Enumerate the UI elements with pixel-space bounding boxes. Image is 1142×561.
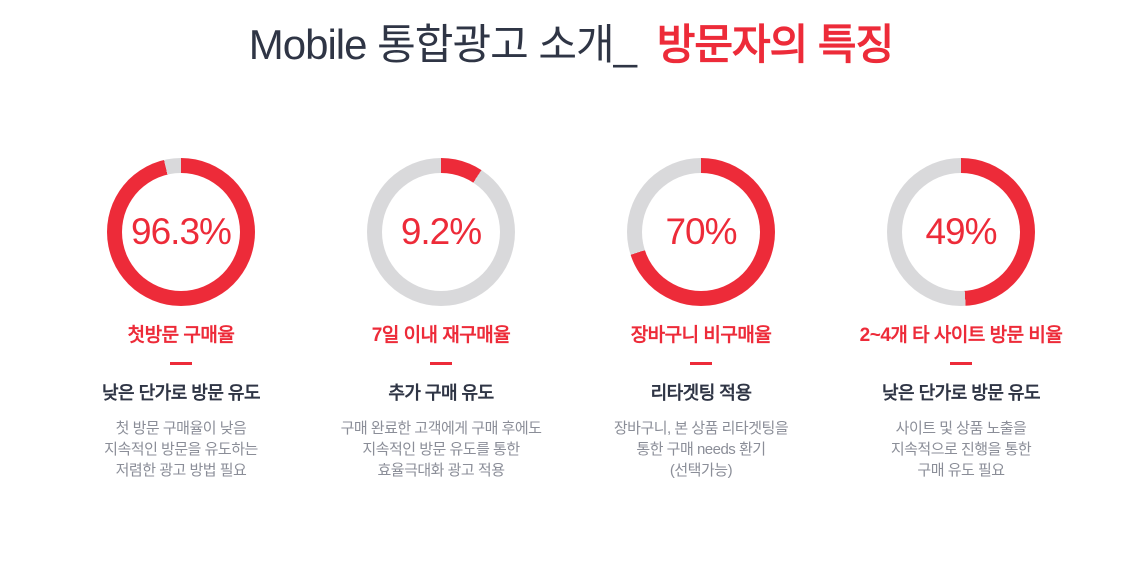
page-title: Mobile 통합광고 소개_ 방문자의 특징 [0,20,1142,70]
metric-cards-row: 96.3% 첫방문 구매율 낮은 단가로 방문 유도 첫 방문 구매율이 낮음 … [51,157,1091,481]
donut-chart-1: 96.3% [107,157,255,306]
donut-hole [902,172,1020,291]
donut-hole [382,172,500,291]
card-description: 구매 완료한 고객에게 구매 후에도 지속적인 방문 유도를 통한 효율극대화 … [341,418,542,481]
donut-value: 49% [925,210,997,252]
card-headline: 낮은 단가로 방문 유도 [101,382,261,403]
card-headline: 낮은 단가로 방문 유도 [881,382,1041,403]
donut-value: 9.2% [400,210,482,252]
card-description: 첫 방문 구매율이 낮음 지속적인 방문을 유도하는 저렴한 광고 방법 필요 [104,418,258,481]
card-headline: 추가 구매 유도 [388,382,494,403]
divider-line [950,361,972,365]
description-line: 지속적으로 진행을 통한 [890,440,1032,458]
description-line: 지속적인 방문을 유도하는 [104,440,258,458]
description-line: 구매 완료한 고객에게 구매 후에도 [340,419,542,437]
description-line: 지속적인 방문 유도를 통한 [362,440,520,458]
description-line: (선택가능) [669,461,733,479]
title-highlight: 방문자의 특징 [656,21,895,68]
donut-hole [642,172,760,291]
metric-label: 첫방문 구매율 [127,324,235,346]
description-line: 저렴한 광고 방법 필요 [115,461,247,479]
card-description: 장바구니, 본 상품 리타겟팅을 통한 구매 needs 환기 (선택가능) [613,418,789,481]
donut-chart-2: 9.2% [367,157,515,306]
card-repurchase-7days: 9.2% 7일 이내 재구매율 추가 구매 유도 구매 완료한 고객에게 구매 … [311,157,571,481]
divider-line [170,361,192,365]
description-line: 사이트 및 상품 노출을 [895,419,1027,437]
donut-chart-4: 49% [887,157,1035,306]
donut-chart-3: 70% [627,157,775,306]
donut-hole [122,172,240,291]
card-other-sites-visit: 49% 2~4개 타 사이트 방문 비율 낮은 단가로 방문 유도 사이트 및 … [831,157,1091,481]
divider-line [690,361,712,365]
metric-label: 7일 이내 재구매율 [371,324,511,346]
description-line: 구매 유도 필요 [917,461,1005,479]
card-cart-nonpurchase: 70% 장바구니 비구매율 리타겟팅 적용 장바구니, 본 상품 리타겟팅을 통… [571,157,831,481]
description-line: 장바구니, 본 상품 리타겟팅을 [613,419,789,437]
card-first-visit-purchase: 96.3% 첫방문 구매율 낮은 단가로 방문 유도 첫 방문 구매율이 낮음 … [51,157,311,481]
card-description: 사이트 및 상품 노출을 지속적으로 진행을 통한 구매 유도 필요 [890,418,1032,481]
description-line: 첫 방문 구매율이 낮음 [115,419,247,437]
description-line: 통한 구매 needs 환기 [636,440,766,458]
divider-line [430,361,452,365]
card-headline: 리타겟팅 적용 [650,382,752,403]
title-prefix: Mobile 통합광고 소개_ [248,21,637,68]
metric-label: 장바구니 비구매율 [630,324,772,346]
donut-value: 96.3% [131,210,232,252]
metric-label: 2~4개 타 사이트 방문 비율 [859,324,1063,346]
description-line: 효율극대화 광고 적용 [377,461,505,479]
donut-value: 70% [665,210,737,252]
